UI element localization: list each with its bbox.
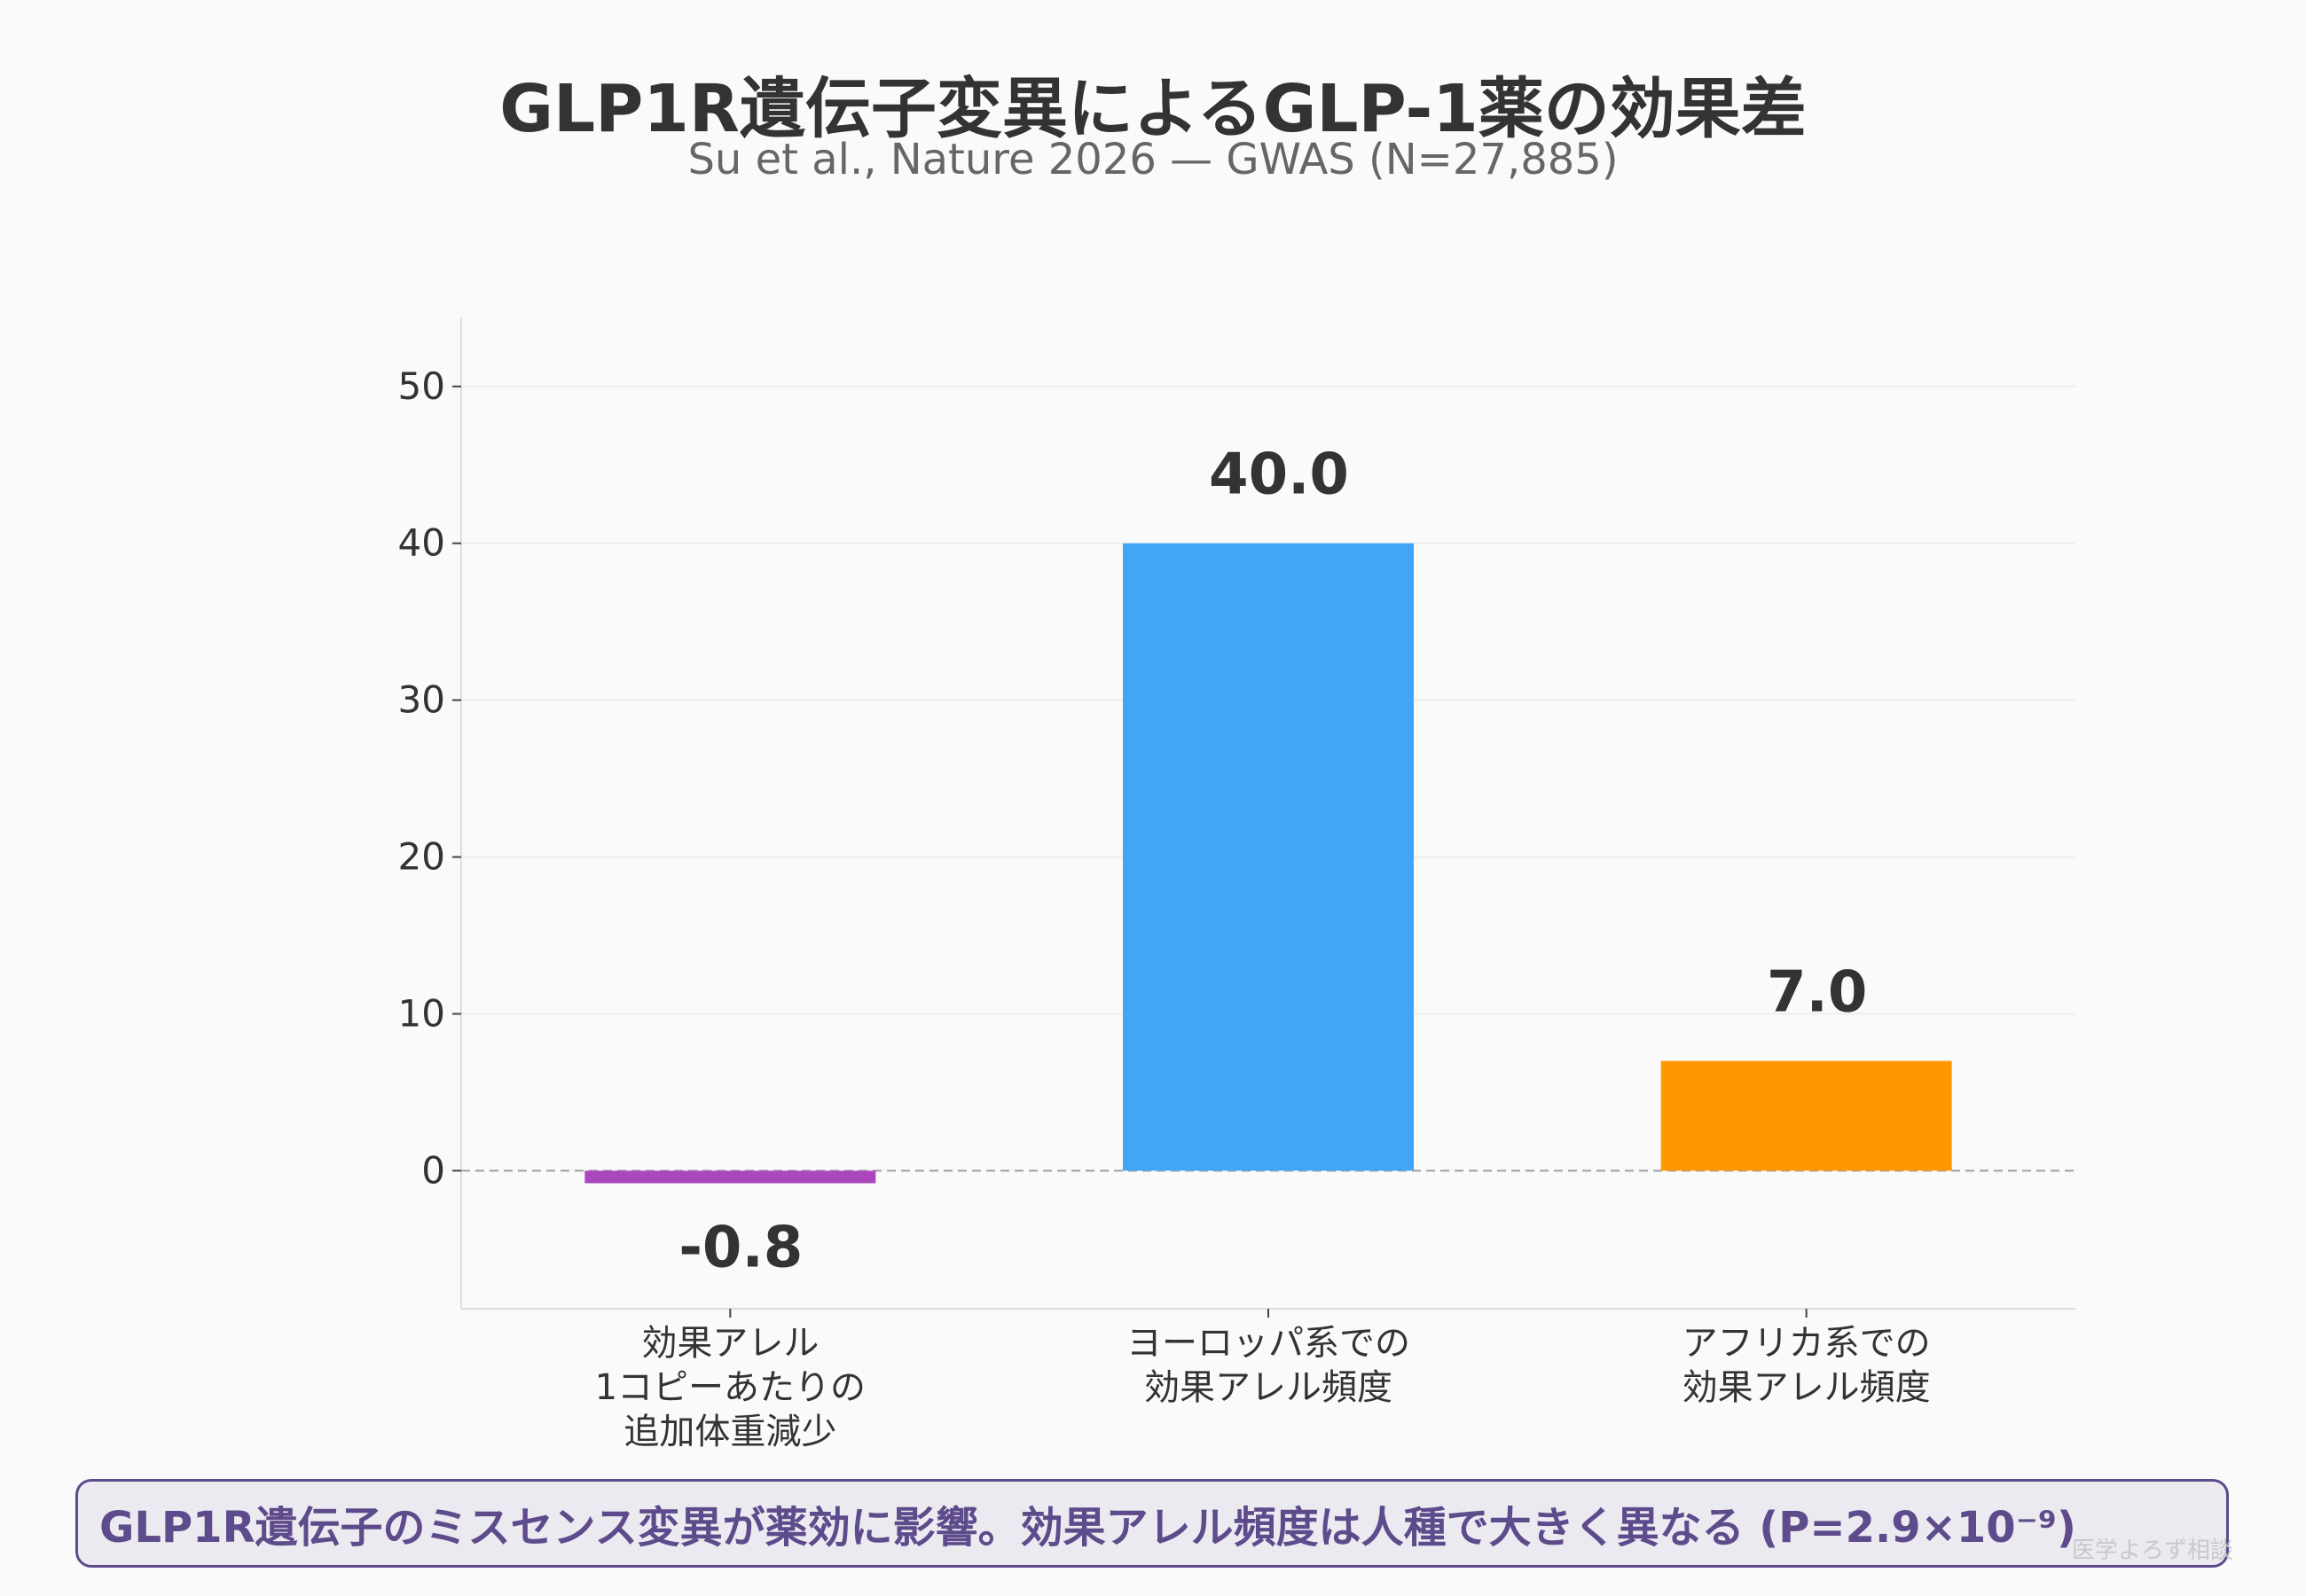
y-axis-ticks: 0 10 20 30 40 50 (398, 364, 461, 1192)
bars (584, 543, 1952, 1184)
chart-title: GLP1R遺伝子変異によるGLP-1薬の効果差 (499, 71, 1806, 147)
x-category-label: 1コピーあたりの (595, 1367, 866, 1408)
y-tick-label: 0 (421, 1148, 445, 1192)
y-tick-label: 30 (398, 678, 445, 722)
x-category-label: アフリカ系での (1682, 1323, 1931, 1364)
y-tick-label: 40 (398, 521, 445, 565)
bar-value-label: -0.8 (678, 1215, 803, 1280)
footer-note: GLP1R遺伝子のミスセンス変異が薬効に影響。効果アレル頻度は人種で大きく異なる… (75, 1479, 2229, 1568)
x-category-label: ヨーロッパ系での (1126, 1323, 1410, 1364)
x-category-label: 追加体重減少 (624, 1412, 836, 1452)
bar (584, 1170, 876, 1184)
watermark: 医学よろず相談 (2071, 1537, 2233, 1564)
bar (1660, 1060, 1952, 1171)
y-tick-label: 50 (398, 364, 445, 408)
bar (1123, 543, 1414, 1171)
bar-value-label: 40.0 (1209, 442, 1349, 508)
x-category-label: 効果アレル頻度 (1144, 1367, 1392, 1408)
bar-value-label: 7.0 (1767, 960, 1867, 1026)
x-axis-categories: 効果アレル1コピーあたりの追加体重減少ヨーロッパ系での効果アレル頻度アフリカ系で… (595, 1309, 1931, 1452)
y-tick-label: 20 (398, 835, 445, 879)
x-category-label: 効果アレル頻度 (1682, 1367, 1931, 1408)
y-tick-label: 10 (398, 991, 445, 1035)
data-labels: -0.8 40.0 7.0 (678, 442, 1867, 1281)
chart-subtitle: Su et al., Nature 2026 — GWAS (N=27,885) (687, 135, 1618, 184)
footer-text: GLP1R遺伝子のミスセンス変異が薬効に影響。効果アレル頻度は人種で大きく異なる… (99, 1503, 2076, 1553)
x-category-label: 効果アレル (641, 1323, 819, 1364)
